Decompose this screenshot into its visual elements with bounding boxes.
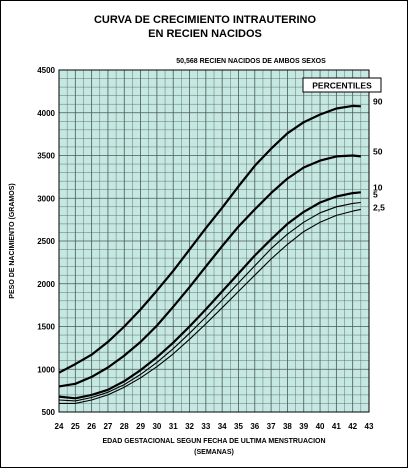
x-tick-label: 40 [316, 422, 325, 431]
percentile-line-90 [58, 104, 361, 374]
x-tick-label: 38 [283, 422, 292, 431]
y-tick-label: 4500 [37, 66, 55, 75]
x-tick-label: 31 [169, 422, 178, 431]
x-axis-label-line-1: EDAD GESTACIONAL SEGUN FECHA DE ULTIMA M… [102, 438, 325, 445]
x-tick-label: 34 [218, 422, 227, 431]
x-axis-ticks: 24 25 26 27 28 29 30 31 32 33 34 35 36 37 38 39 40 41 42 43 [55, 422, 374, 431]
x-tick-label: 27 [103, 422, 112, 431]
x-tick-label: 26 [87, 422, 96, 431]
y-axis-ticks: 500 1000 1500 2000 2500 3000 3500 4000 4500 [37, 66, 55, 417]
percentile-label: 90 [373, 96, 383, 106]
x-tick-label: 25 [71, 422, 80, 431]
plot-border [58, 69, 370, 413]
percentile-label: 10 [373, 182, 383, 192]
percentile-label: 2,5 [373, 202, 385, 212]
x-tick-label: 41 [332, 422, 341, 431]
x-tick-label: 36 [250, 422, 259, 431]
grid [59, 70, 369, 412]
y-tick-label: 2000 [37, 280, 55, 289]
x-tick-label: 43 [365, 422, 374, 431]
y-tick-label: 500 [42, 408, 56, 417]
legend-title: PERCENTILES [312, 81, 372, 91]
x-tick-label: 32 [185, 422, 194, 431]
chart-title-line-1: CURVA DE CRECIMIENTO INTRAUTERINO [94, 14, 316, 26]
percentile-line-10 [58, 191, 361, 400]
x-tick-label: 30 [152, 422, 161, 431]
series-labels: 90 50 105 2,5 [373, 96, 385, 212]
x-tick-label: 35 [234, 422, 243, 431]
y-tick-label: 3500 [37, 152, 55, 161]
percentile-label: 50 [373, 146, 383, 156]
series-group [58, 104, 361, 404]
y-axis-label: PESO DE NACIMIENTO (GRAMOS) [9, 183, 16, 298]
chart-title-line-2: EN RECIEN NACIDOS [148, 28, 262, 40]
x-tick-label: 39 [299, 422, 308, 431]
percentile-line-2-5 [59, 208, 361, 404]
x-tick-label: 33 [201, 422, 210, 431]
percentile-label: 5 [373, 190, 378, 200]
legend-title-box [302, 77, 382, 93]
x-tick-label: 28 [120, 422, 129, 431]
percentile-line-5 [58, 201, 361, 402]
x-axis-label-line-2: (SEMANAS) [194, 449, 234, 456]
y-tick-label: 1500 [37, 323, 55, 332]
x-tick-label: 24 [55, 422, 64, 431]
y-tick-label: 4000 [37, 109, 55, 118]
x-tick-label: 29 [136, 422, 145, 431]
y-tick-label: 2500 [37, 237, 55, 246]
x-tick-label: 42 [348, 422, 357, 431]
y-tick-label: 1000 [37, 365, 55, 374]
percentile-line-50 [58, 154, 361, 388]
chart-subtitle: 50,568 RECIEN NACIDOS DE AMBOS SEXOS [176, 58, 326, 65]
y-tick-label: 3000 [37, 194, 55, 203]
x-tick-label: 37 [267, 422, 276, 431]
